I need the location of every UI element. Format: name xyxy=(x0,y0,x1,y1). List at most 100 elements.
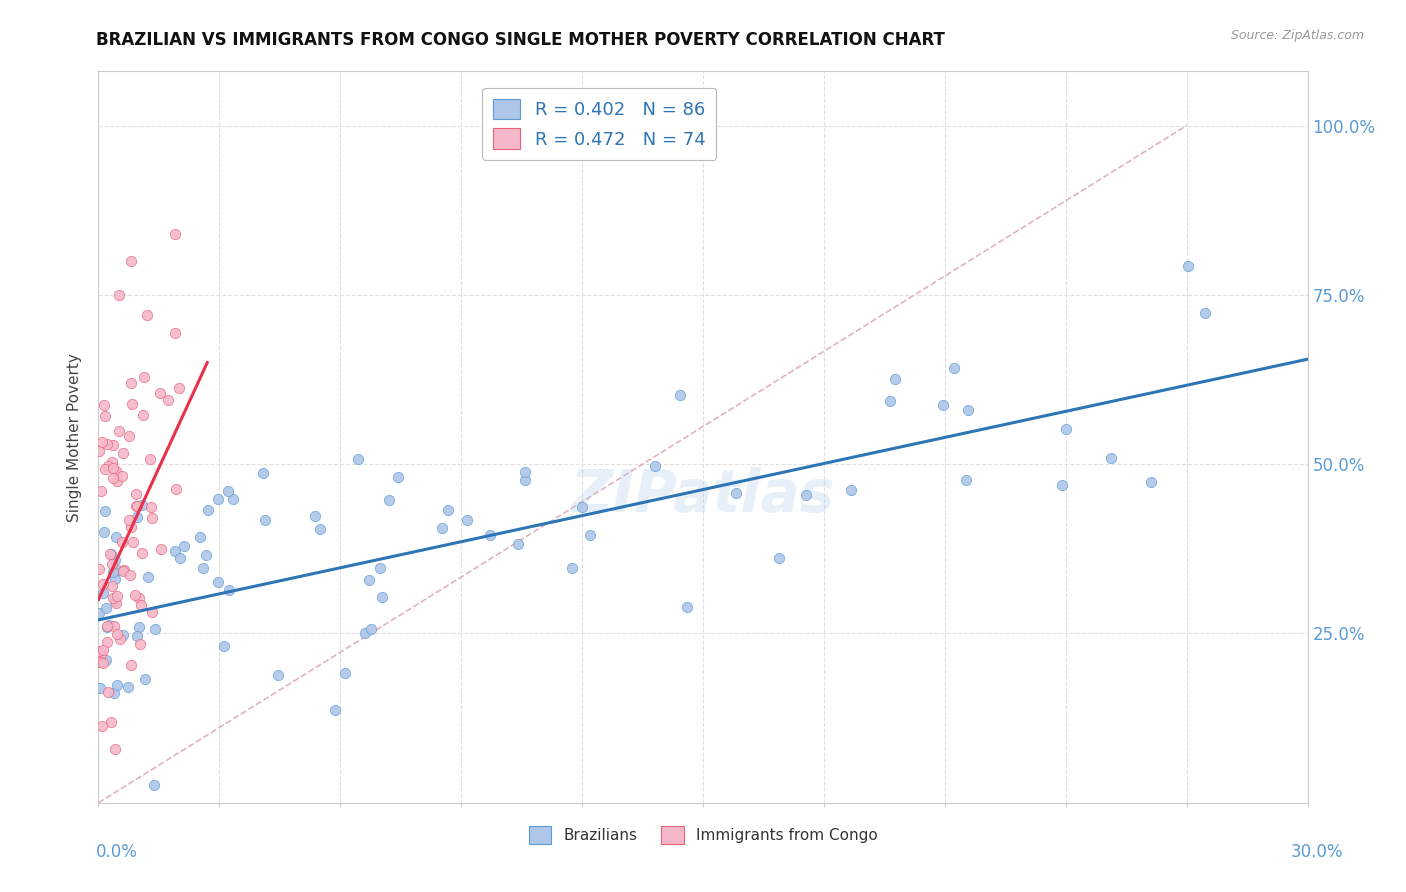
Point xyxy=(195,548,218,562)
Point xyxy=(121,397,143,411)
Point xyxy=(323,703,346,717)
Point xyxy=(131,546,153,560)
Point xyxy=(456,513,478,527)
Point xyxy=(942,360,965,375)
Point xyxy=(218,582,240,597)
Point xyxy=(669,388,692,402)
Point xyxy=(97,685,120,699)
Point xyxy=(105,678,128,692)
Point xyxy=(90,719,112,733)
Point xyxy=(1054,422,1077,436)
Point xyxy=(136,570,159,584)
Point xyxy=(167,381,190,395)
Point xyxy=(371,590,394,604)
Point xyxy=(141,605,163,619)
Point xyxy=(89,654,111,668)
Text: 0.0%: 0.0% xyxy=(96,843,138,861)
Point xyxy=(118,513,141,527)
Point xyxy=(111,446,134,460)
Point xyxy=(134,370,156,384)
Point xyxy=(90,647,112,661)
Point xyxy=(120,658,142,673)
Point xyxy=(479,528,502,542)
Point xyxy=(91,434,114,449)
Point xyxy=(768,550,790,565)
Point xyxy=(150,542,173,557)
Point xyxy=(357,574,380,588)
Point xyxy=(94,462,117,476)
Point xyxy=(89,656,111,670)
Point xyxy=(111,468,134,483)
Point xyxy=(932,398,955,412)
Point xyxy=(87,562,110,576)
Point xyxy=(121,535,143,549)
Point xyxy=(103,461,125,475)
Point xyxy=(131,499,153,513)
Point xyxy=(675,599,697,614)
Point xyxy=(111,564,134,578)
Point xyxy=(105,627,128,641)
Point xyxy=(222,491,245,506)
Point xyxy=(112,563,135,577)
Point xyxy=(104,572,127,586)
Point xyxy=(94,503,117,517)
Point xyxy=(513,473,536,487)
Point xyxy=(134,672,156,686)
Point xyxy=(308,522,330,536)
Point xyxy=(169,551,191,566)
Y-axis label: Single Mother Poverty: Single Mother Poverty xyxy=(67,352,83,522)
Point xyxy=(165,227,187,242)
Point xyxy=(145,622,167,636)
Point xyxy=(207,491,229,506)
Point xyxy=(129,599,152,613)
Point xyxy=(107,288,129,302)
Point xyxy=(89,443,111,458)
Legend: Brazilians, Immigrants from Congo: Brazilians, Immigrants from Congo xyxy=(523,820,883,850)
Point xyxy=(101,455,124,469)
Point xyxy=(124,588,146,602)
Point xyxy=(149,385,172,400)
Point xyxy=(96,635,118,649)
Point xyxy=(188,531,211,545)
Point xyxy=(156,393,179,408)
Point xyxy=(571,500,593,514)
Point xyxy=(252,466,274,480)
Point xyxy=(98,618,121,632)
Point xyxy=(1140,475,1163,490)
Point xyxy=(104,593,127,607)
Point xyxy=(91,657,114,671)
Point xyxy=(347,452,370,467)
Point xyxy=(796,487,818,501)
Point xyxy=(353,625,375,640)
Point xyxy=(125,629,148,643)
Point xyxy=(120,568,142,582)
Point xyxy=(103,591,125,605)
Point xyxy=(214,639,236,653)
Point xyxy=(378,493,401,508)
Point xyxy=(108,424,131,438)
Point xyxy=(368,561,391,575)
Point xyxy=(139,451,162,466)
Point xyxy=(97,458,120,473)
Text: BRAZILIAN VS IMMIGRANTS FROM CONGO SINGLE MOTHER POVERTY CORRELATION CHART: BRAZILIAN VS IMMIGRANTS FROM CONGO SINGL… xyxy=(96,31,945,49)
Text: 30.0%: 30.0% xyxy=(1291,843,1343,861)
Point xyxy=(90,484,112,499)
Point xyxy=(561,560,583,574)
Point xyxy=(644,459,666,474)
Point xyxy=(101,578,124,592)
Point xyxy=(513,466,536,480)
Point xyxy=(128,619,150,633)
Point xyxy=(139,500,162,514)
Point xyxy=(117,680,139,694)
Point xyxy=(207,574,229,589)
Point xyxy=(91,642,114,657)
Point xyxy=(96,437,118,451)
Point xyxy=(1052,477,1074,491)
Point xyxy=(93,409,115,424)
Text: ZIPatlas: ZIPatlas xyxy=(571,467,835,524)
Point xyxy=(173,540,195,554)
Point xyxy=(125,510,148,524)
Point xyxy=(883,372,905,386)
Point xyxy=(100,714,122,729)
Point xyxy=(96,620,118,634)
